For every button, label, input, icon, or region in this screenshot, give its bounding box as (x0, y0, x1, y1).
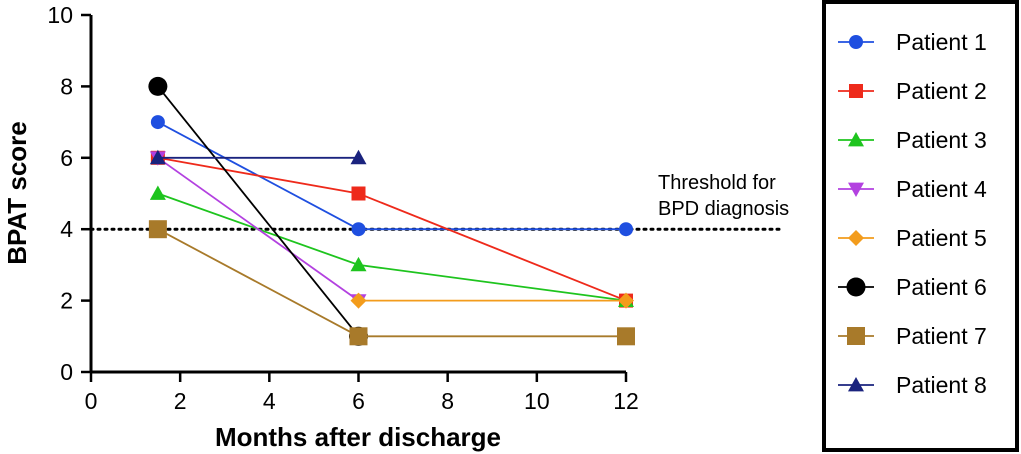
y-tick-label: 8 (60, 73, 73, 99)
legend-item-4: Patient 4 (838, 176, 987, 202)
legend-label: Patient 6 (896, 274, 987, 300)
legend-swatch-marker (849, 35, 863, 49)
data-point (148, 76, 168, 96)
x-tick-label: 4 (263, 388, 276, 414)
data-point (349, 327, 368, 346)
y-tick-label: 0 (60, 359, 73, 385)
series-7 (148, 220, 635, 346)
legend-item-8: Patient 8 (838, 372, 987, 398)
y-tick-label: 6 (60, 145, 73, 171)
legend-item-2: Patient 2 (838, 78, 987, 104)
legend-swatch-marker (846, 277, 866, 297)
legend-label: Patient 4 (896, 176, 987, 202)
series-6 (148, 76, 368, 346)
legend-item-5: Patient 5 (838, 225, 987, 251)
x-tick-label: 12 (613, 388, 639, 414)
series-1 (150, 115, 633, 237)
data-point (150, 115, 165, 130)
data-point (618, 292, 634, 309)
legend-swatch-marker (849, 84, 863, 98)
series-line (157, 121, 626, 231)
legend-label: Patient 5 (896, 225, 987, 251)
ticks-layer: 0 2 4 6 8 10 12 0 2 4 6 8 10 (47, 2, 638, 414)
series-line (157, 157, 360, 302)
legend-swatch-marker (848, 182, 864, 197)
data-point (149, 149, 166, 165)
y-axis-title: BPAT score (2, 121, 32, 265)
legend-label: Patient 1 (896, 29, 987, 55)
legend-item-3: Patient 3 (838, 127, 987, 153)
threshold-label-line1: Threshold for (658, 172, 776, 194)
data-point (350, 149, 367, 165)
legend-box (822, 0, 1019, 452)
x-tick-label: 8 (441, 388, 454, 414)
threshold-label-line2: BPD diagnosis (658, 198, 789, 220)
data-point (619, 222, 633, 237)
series-line (157, 192, 627, 302)
x-tick-label: 0 (85, 388, 98, 414)
legend-swatch-marker (848, 230, 864, 246)
legend-label: Patient 2 (896, 78, 987, 104)
legend-label: Patient 7 (896, 323, 987, 349)
series-layer (148, 76, 635, 346)
data-point (351, 186, 366, 201)
data-point (350, 256, 367, 272)
y-tick-label: 4 (60, 216, 73, 242)
series-line (157, 85, 360, 337)
y-tick-label: 10 (47, 2, 73, 28)
data-point (617, 327, 635, 346)
series-line (157, 228, 626, 338)
x-axis-title: Months after discharge (215, 422, 501, 452)
legend-swatch-marker (848, 132, 864, 147)
legend-item-6: Patient 6 (838, 274, 987, 300)
data-point (350, 292, 367, 309)
series-5 (350, 292, 634, 309)
legend-item-7: Patient 7 (838, 323, 987, 349)
data-point (148, 220, 167, 239)
legend-label: Patient 3 (896, 127, 987, 153)
legend-swatch-marker (847, 327, 865, 345)
series-8 (149, 149, 367, 165)
legend-label: Patient 8 (896, 372, 987, 398)
data-point (149, 185, 166, 200)
y-tick-label: 2 (60, 288, 73, 314)
x-tick-label: 10 (524, 388, 550, 414)
legend-swatch-marker (848, 377, 864, 392)
legend-item-1: Patient 1 (838, 29, 987, 55)
x-tick-label: 6 (352, 388, 365, 414)
legend: Patient 1 Patient 2 Patient 3 Patient 4 Pati… (838, 29, 987, 398)
x-tick-label: 2 (174, 388, 187, 414)
data-point (351, 222, 366, 237)
